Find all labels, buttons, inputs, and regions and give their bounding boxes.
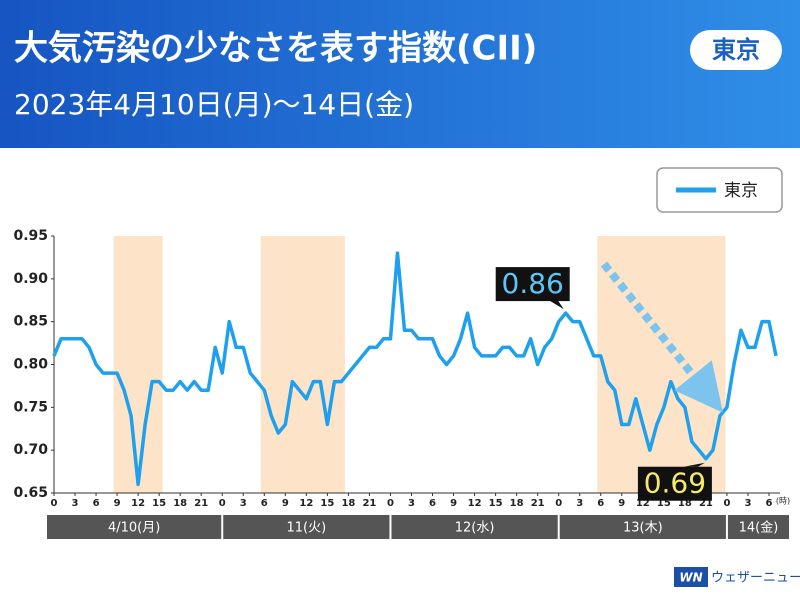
x-tick-label: 3 xyxy=(744,498,751,509)
x-tick-label: 3 xyxy=(576,498,583,509)
x-tick-label: 18 xyxy=(341,498,355,509)
x-tick-label: 18 xyxy=(173,498,187,509)
x-tick-label: 9 xyxy=(114,498,121,509)
x-tick-label: 6 xyxy=(93,498,100,509)
x-tick-label: 6 xyxy=(429,498,436,509)
x-tick-label: 15 xyxy=(320,498,334,509)
x-tick-label: 3 xyxy=(408,498,415,509)
day-band xyxy=(391,515,558,539)
shaded-range xyxy=(113,236,163,493)
series-line xyxy=(52,251,778,487)
y-tick-label: 0.75 xyxy=(13,399,48,415)
x-tick-label: 21 xyxy=(362,498,376,509)
day-label: 11(火) xyxy=(287,521,327,536)
annotation-pointer xyxy=(683,462,705,467)
header-band xyxy=(0,0,800,148)
x-tick-label: 3 xyxy=(240,498,247,509)
logo-bg xyxy=(674,567,708,587)
day-band xyxy=(559,515,726,539)
x-tick-label: 12 xyxy=(299,498,313,509)
day-label: 13(木) xyxy=(623,521,663,536)
x-tick-label: 6 xyxy=(766,498,773,509)
annotation-box xyxy=(637,466,712,501)
legend-box xyxy=(656,167,783,213)
x-tick-label: 15 xyxy=(152,498,166,509)
x-tick-label: 21 xyxy=(194,498,208,509)
y-tick-label: 0.85 xyxy=(13,314,48,330)
y-tick-label: 0.65 xyxy=(13,485,48,501)
x-tick-label: 15 xyxy=(489,498,503,509)
shaded-range xyxy=(260,236,345,493)
day-label: 4/10(月) xyxy=(108,521,160,536)
logo: WN xyxy=(679,571,702,585)
badge-bg xyxy=(690,30,782,70)
x-tick-label: 0 xyxy=(555,498,562,509)
annotation-box xyxy=(495,267,570,302)
x-tick-label: 0 xyxy=(387,498,394,509)
day-label: 12(水) xyxy=(455,521,495,536)
day-band xyxy=(223,515,390,539)
annotation-label: 0.86 xyxy=(502,267,564,300)
x-tick-label: 18 xyxy=(510,498,524,509)
x-tick-label: 18 xyxy=(678,498,692,509)
x-tick-label: 6 xyxy=(597,498,604,509)
y-tick-label: 0.95 xyxy=(13,228,48,244)
subtitle: 2023年4月10日(月)〜14日(金) xyxy=(14,88,414,121)
x-tick-label: 0 xyxy=(219,498,226,509)
brand: ウェザーニュース xyxy=(711,571,800,586)
x-tick-label: 3 xyxy=(72,498,79,509)
x-tick-label: 12 xyxy=(468,498,482,509)
x-tick-label: 9 xyxy=(618,498,625,509)
x-tick-label: 12 xyxy=(131,498,145,509)
legend-label: 東京 xyxy=(724,181,758,201)
x-tick-label: 0 xyxy=(51,498,58,509)
day-band xyxy=(727,515,789,539)
title: 大気汚染の少なさを表す指数(CII) xyxy=(14,29,537,69)
x-tick-label: 15 xyxy=(657,498,671,509)
legend: 東京 xyxy=(656,167,783,213)
badge: 東京 xyxy=(712,36,760,64)
x-tick-label: 9 xyxy=(450,498,457,509)
y-tick-label: 0.70 xyxy=(13,442,48,458)
x-tick-label: 21 xyxy=(531,498,545,509)
annotation-label: 0.69 xyxy=(644,467,706,500)
x-tick-label: 0 xyxy=(723,498,730,509)
x-tick-label: 9 xyxy=(282,498,289,509)
day-band xyxy=(47,515,222,539)
x-tick-label: 6 xyxy=(261,498,268,509)
x-tick-label: 21 xyxy=(699,498,713,509)
x-tick-label: 12 xyxy=(636,498,650,509)
y-tick-label: 0.90 xyxy=(13,271,48,287)
y-tick-label: 0.80 xyxy=(13,357,48,373)
plot: 0.65 0.70 0.75 0.80 0.85 0.90 0.95 0 3 6 9 12 15 18 21… xyxy=(13,167,790,539)
x-unit: (時) xyxy=(776,497,790,506)
trend-arrow xyxy=(600,261,723,413)
day-label: 14(金) xyxy=(739,520,779,536)
